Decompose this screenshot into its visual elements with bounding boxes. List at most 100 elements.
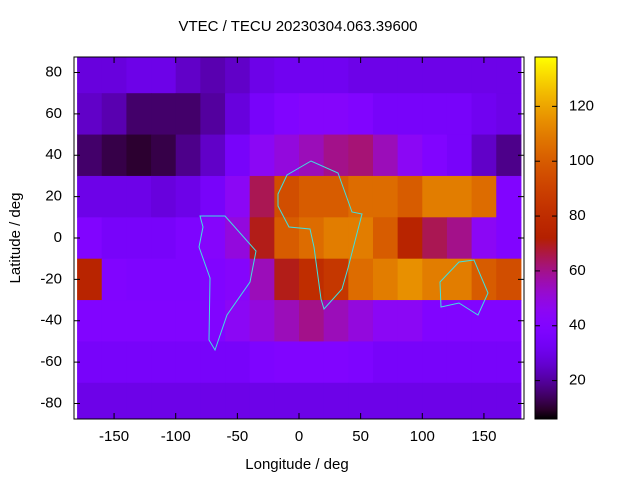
heatmap-cell [249, 57, 275, 94]
heatmap-cell [496, 134, 522, 177]
heatmap-cell [200, 134, 226, 177]
heatmap-cell [151, 300, 177, 342]
heatmap-cell [101, 341, 127, 384]
heatmap-cell [225, 341, 251, 384]
heatmap-cell [496, 175, 522, 218]
heatmap-cell [175, 57, 201, 94]
heatmap-cell [77, 57, 103, 94]
heatmap-cell [225, 134, 251, 177]
heatmap [77, 57, 522, 420]
heatmap-cell [101, 300, 127, 342]
heatmap-cell [274, 134, 300, 177]
heatmap-cell [249, 341, 275, 384]
heatmap-cell [175, 382, 201, 420]
heatmap-cell [175, 134, 201, 177]
heatmap-cell [323, 175, 349, 218]
heatmap-cell [397, 57, 423, 94]
heatmap-cell [323, 57, 349, 94]
heatmap-cell [372, 134, 399, 177]
heatmap-cell [446, 382, 473, 420]
heatmap-cell [126, 93, 152, 136]
heatmap-cell [175, 217, 201, 260]
heatmap-cell [496, 57, 522, 94]
heatmap-cell [151, 258, 177, 301]
heatmap-cell [126, 134, 152, 177]
heatmap-cell [348, 300, 374, 342]
heatmap-cell [175, 300, 201, 342]
heatmap-cell [496, 258, 522, 301]
heatmap-cell [151, 134, 177, 177]
heatmap-cell [200, 300, 226, 342]
heatmap-cell [446, 57, 473, 94]
heatmap-cell [471, 175, 497, 218]
heatmap-cell [225, 57, 251, 94]
colorbar-tick-label: 60 [569, 262, 586, 279]
heatmap-cell [274, 300, 300, 342]
heatmap-cell [348, 341, 374, 384]
colorbar-tick-label: 40 [569, 317, 586, 334]
heatmap-cell [422, 57, 448, 94]
heatmap-cell [299, 93, 325, 136]
heatmap-cell [126, 175, 152, 218]
heatmap-cell [101, 57, 127, 94]
chart-title: VTEC / TECU 20230304.063.39600 [178, 18, 417, 35]
heatmap-cell [77, 258, 103, 301]
colorbar-tick-label: 120 [569, 97, 594, 114]
heatmap-cell [422, 341, 448, 384]
heatmap-cell [200, 175, 226, 218]
heatmap-cell [126, 300, 152, 342]
heatmap-cell [225, 175, 251, 218]
heatmap-cell [397, 217, 423, 260]
heatmap-cell [348, 57, 374, 94]
heatmap-cell [151, 217, 177, 260]
y-tick-label: 20 [45, 188, 62, 205]
x-tick-label: 50 [352, 428, 369, 445]
heatmap-cell [299, 300, 325, 342]
heatmap-cell [77, 217, 103, 260]
heatmap-cell [151, 382, 177, 420]
heatmap-cell [175, 258, 201, 301]
heatmap-cell [397, 175, 423, 218]
heatmap-cell [471, 300, 497, 342]
heatmap-cell [422, 300, 448, 342]
heatmap-cell [397, 300, 423, 342]
heatmap-cell [348, 93, 374, 136]
heatmap-cell [496, 217, 522, 260]
heatmap-cell [323, 134, 349, 177]
y-tick-label: -80 [40, 394, 62, 411]
heatmap-cell [151, 341, 177, 384]
heatmap-cell [496, 341, 522, 384]
heatmap-cell [126, 217, 152, 260]
heatmap-cell [446, 134, 473, 177]
heatmap-cell [77, 175, 103, 218]
y-tick-label: 80 [45, 63, 62, 80]
heatmap-cell [101, 258, 127, 301]
heatmap-cell [274, 258, 300, 301]
y-tick-label: 0 [54, 229, 62, 246]
heatmap-cell [372, 93, 399, 136]
y-tick-label: 60 [45, 105, 62, 122]
heatmap-cell [372, 217, 399, 260]
heatmap-cell [299, 341, 325, 384]
heatmap-cell [274, 217, 300, 260]
x-tick-label: 100 [410, 428, 435, 445]
heatmap-cell [372, 57, 399, 94]
heatmap-cell [397, 134, 423, 177]
heatmap-cell [348, 258, 374, 301]
heatmap-cell [348, 134, 374, 177]
colorbar [534, 56, 558, 420]
heatmap-cell [496, 300, 522, 342]
heatmap-cell [299, 382, 325, 420]
heatmap-cell [397, 341, 423, 384]
x-tick-label: -100 [161, 428, 191, 445]
heatmap-cell [101, 217, 127, 260]
coastline [277, 160, 363, 310]
y-tick-label: 40 [45, 146, 62, 163]
heatmap-cell [397, 382, 423, 420]
heatmap-cell [249, 300, 275, 342]
heatmap-cell [372, 382, 399, 420]
coastline [198, 215, 257, 352]
heatmap-cell [151, 93, 177, 136]
heatmap-cell [422, 93, 448, 136]
